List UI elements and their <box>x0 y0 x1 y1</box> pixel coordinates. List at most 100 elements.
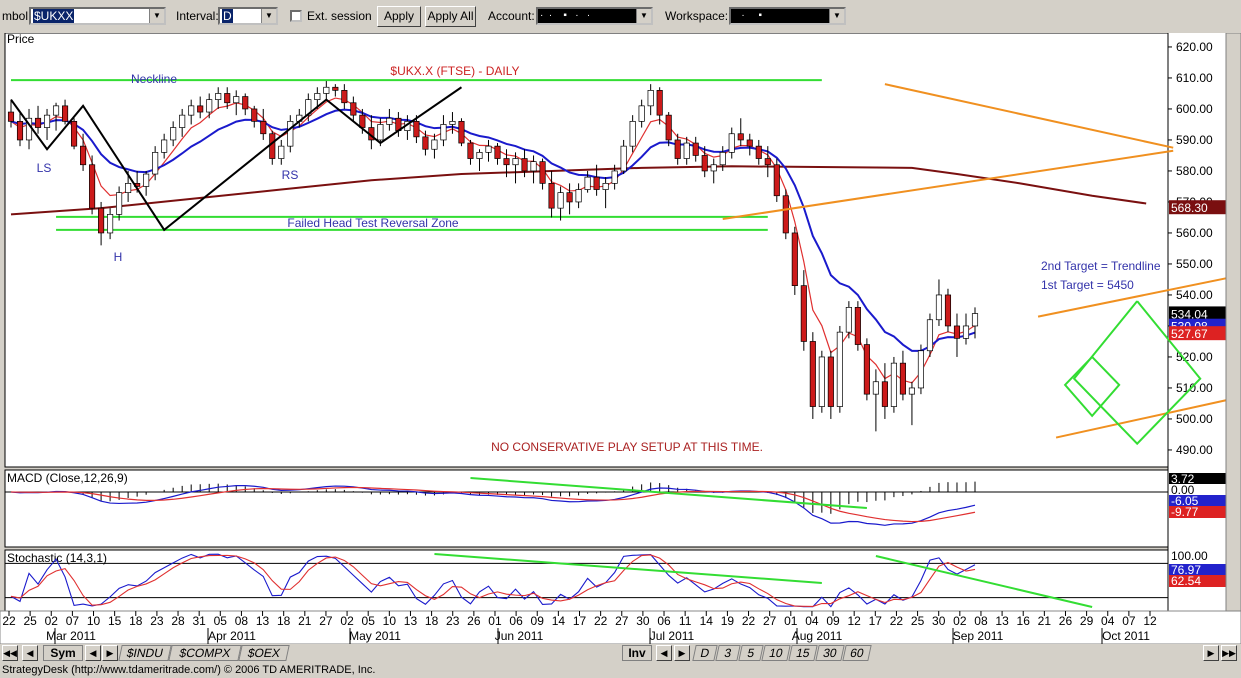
x-tick-label: 18 <box>425 614 439 628</box>
candle <box>710 164 717 172</box>
workspace-combo[interactable]: · ▪ ▼ <box>729 7 846 25</box>
x-tick-label: 22 <box>594 614 608 628</box>
chevron-down-icon[interactable]: ▼ <box>829 9 844 23</box>
account-label: Account: <box>488 9 535 23</box>
macd-badge-label: -9.77 <box>1171 505 1199 519</box>
price-badge-label: 527.67 <box>1171 327 1208 341</box>
candle <box>926 319 934 352</box>
x-tick-label: 27 <box>615 614 629 628</box>
prev-icon[interactable]: ◀ <box>656 645 672 661</box>
interval-tab[interactable]: 5 <box>738 645 764 661</box>
x-tick-label: 28 <box>171 614 185 628</box>
candle <box>314 93 321 101</box>
chevron-down-icon[interactable]: ▼ <box>261 9 276 23</box>
candle <box>80 145 87 166</box>
next-icon[interactable]: ▶ <box>102 645 118 661</box>
stoch-badge-label: 62.54 <box>1171 574 1201 588</box>
chart-title: $UKX.X (FTSE) - DAILY <box>390 64 519 78</box>
x-tick-label: 08 <box>235 614 249 628</box>
reversal-zone-label: Failed Head Test Reversal Zone <box>287 216 459 230</box>
month-label: Oct 2011 <box>1102 629 1150 643</box>
candle <box>521 158 528 172</box>
candle <box>431 139 438 150</box>
x-tick-label: 02 <box>45 614 59 628</box>
candle <box>170 127 177 141</box>
candle <box>944 294 952 327</box>
ext-session-checkbox[interactable] <box>290 10 302 22</box>
apply-button[interactable]: Apply <box>377 6 421 27</box>
x-tick-label: 29 <box>1080 614 1094 628</box>
candle <box>287 120 294 147</box>
candle <box>494 145 501 159</box>
candle <box>764 158 771 166</box>
candle <box>458 120 465 144</box>
candle <box>674 139 681 159</box>
candle <box>143 173 150 187</box>
prev-icon[interactable]: ◀ <box>85 645 101 661</box>
chevron-down-icon[interactable]: ▼ <box>149 9 164 23</box>
interval-tab[interactable]: D <box>692 645 718 661</box>
candle <box>548 183 555 209</box>
candle <box>215 93 222 101</box>
first-icon[interactable]: ◀◀ <box>2 645 18 661</box>
price-chart[interactable]: 620.00610.00600.00590.00580.00570.00560.… <box>0 32 1241 645</box>
x-tick-label: 25 <box>911 614 925 628</box>
stoch-k-line <box>10 553 976 608</box>
candle <box>107 214 114 234</box>
interval-combo[interactable]: D ▼ <box>218 7 278 25</box>
interval-tab[interactable]: 30 <box>815 645 845 661</box>
x-tick-label: 19 <box>721 614 735 628</box>
account-masked: · · ▪ · · <box>540 10 591 21</box>
price-badge-label: 534.04 <box>1171 307 1208 321</box>
symbol-tab[interactable]: $INDU <box>118 645 172 661</box>
interval-tab[interactable]: 10 <box>761 645 791 661</box>
chevron-down-icon[interactable]: ▼ <box>636 9 651 23</box>
x-tick-label: 01 <box>488 614 502 628</box>
candle <box>593 176 600 190</box>
candle <box>233 96 240 104</box>
symbol-tab[interactable]: $OEX <box>238 645 290 661</box>
candle <box>827 356 834 407</box>
candle <box>152 151 159 175</box>
macd-line <box>10 485 976 526</box>
date-axis-bg <box>0 610 1241 645</box>
candle <box>845 307 852 333</box>
candle <box>125 183 132 194</box>
candle <box>566 192 573 203</box>
symbol-tab[interactable]: $COMPX <box>168 645 242 661</box>
last-icon[interactable]: ▶▶ <box>1221 645 1237 661</box>
account-combo[interactable]: · · ▪ · · ▼ <box>536 7 653 25</box>
candle <box>386 117 393 125</box>
apply-all-button[interactable]: Apply All <box>425 6 476 27</box>
triangle-lower-line <box>722 149 1174 220</box>
inv-tab[interactable]: Inv <box>622 645 652 661</box>
price-panel-label: Price <box>7 33 35 46</box>
x-tick-label: 30 <box>932 614 946 628</box>
next-icon[interactable]: ▶ <box>674 645 690 661</box>
symbol-combo[interactable]: $UKXX ▼ <box>29 7 166 25</box>
candle <box>602 183 609 190</box>
interval-tab[interactable]: 3 <box>715 645 741 661</box>
next-icon[interactable]: ▶ <box>1203 645 1219 661</box>
candle <box>656 89 663 116</box>
candle <box>242 96 249 110</box>
stoch-badge <box>1169 550 1241 562</box>
prev-icon[interactable]: ◀ <box>22 645 38 661</box>
macd-badge <box>1169 473 1241 485</box>
scrollbar <box>1225 32 1241 612</box>
sym-tab[interactable]: Sym <box>43 645 83 661</box>
x-tick-label: 22 <box>742 614 756 628</box>
interval-label: Interval: <box>176 9 219 23</box>
symbol-label: mbol: <box>2 9 32 23</box>
candle <box>899 362 906 395</box>
x-tick-label: 17 <box>869 614 883 628</box>
x-tick-label: 22 <box>2 614 16 628</box>
rs-label: RS <box>282 168 299 182</box>
interval-value: D <box>222 9 233 23</box>
x-tick-label: 06 <box>657 614 671 628</box>
candle <box>449 120 456 125</box>
x-tick-label: 21 <box>298 614 312 628</box>
interval-tab[interactable]: 60 <box>842 645 872 661</box>
diamond-large <box>1072 300 1202 446</box>
interval-tab[interactable]: 15 <box>788 645 818 661</box>
